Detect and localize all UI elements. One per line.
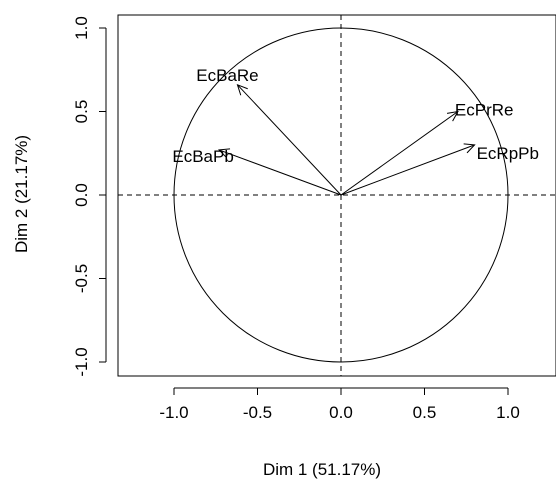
y-tick-label: 1.0 — [72, 16, 91, 40]
y-tick-label: -0.5 — [72, 264, 91, 293]
vector-arrowhead-ecprre — [446, 110, 459, 122]
x-tick-label: 1.0 — [496, 403, 520, 422]
unit-circle — [173, 27, 509, 363]
vector-arrow-ecbapb — [218, 149, 342, 196]
x-tick-label: -1.0 — [159, 403, 188, 422]
vector-label-ecbare: EcBaRe — [196, 66, 258, 85]
vector-arrowhead-ecbare — [236, 83, 248, 96]
vector-arrowhead-ecbapb — [218, 148, 231, 159]
vector-label-ecrppb: EcRpPb — [477, 144, 539, 163]
x-tick-label: 0.0 — [329, 403, 353, 422]
x-tick-label: 0.5 — [413, 403, 437, 422]
y-tick-label: 0.0 — [72, 183, 91, 207]
vector-arrow-ecbare — [237, 84, 342, 196]
vector-arrow-ecrppb — [340, 144, 475, 196]
x-axis-label: Dim 1 (51.17%) — [263, 460, 381, 479]
y-tick-label: -1.0 — [72, 347, 91, 376]
vector-arrowhead-ecrppb — [463, 143, 476, 154]
y-axis-label: Dim 2 (21.17%) — [12, 135, 31, 253]
vector-label-ecbapb: EcBaPb — [172, 147, 233, 166]
vector-label-ecprre: EcPrRe — [455, 101, 514, 120]
vector-arrow-ecprre — [340, 111, 459, 196]
x-tick-label: -0.5 — [243, 403, 272, 422]
y-tick-label: 0.5 — [72, 100, 91, 124]
